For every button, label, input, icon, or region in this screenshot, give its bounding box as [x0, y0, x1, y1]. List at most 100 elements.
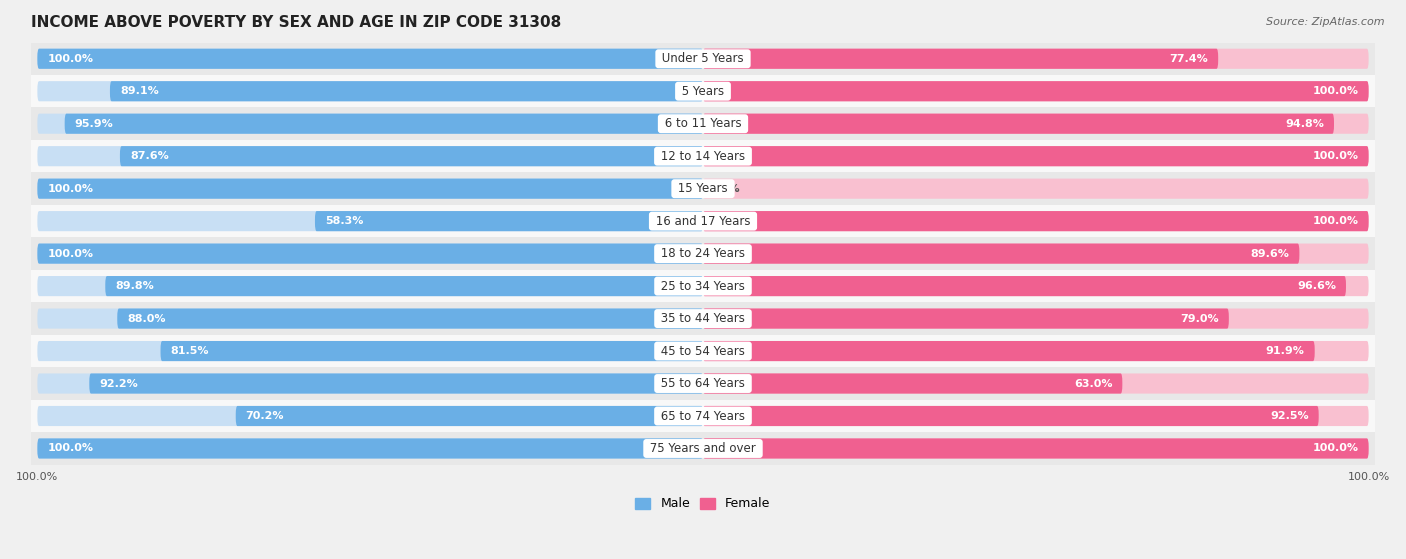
FancyBboxPatch shape	[703, 341, 1368, 361]
FancyBboxPatch shape	[117, 309, 703, 329]
Bar	[31, 238, 1375, 270]
Text: 100.0%: 100.0%	[1313, 216, 1358, 226]
FancyBboxPatch shape	[38, 276, 703, 296]
FancyBboxPatch shape	[703, 309, 1229, 329]
Text: 6 to 11 Years: 6 to 11 Years	[661, 117, 745, 130]
Text: 100.0%: 100.0%	[48, 54, 93, 64]
FancyBboxPatch shape	[703, 406, 1319, 426]
Text: 96.6%: 96.6%	[1296, 281, 1336, 291]
Text: 55 to 64 Years: 55 to 64 Years	[657, 377, 749, 390]
Text: 81.5%: 81.5%	[170, 346, 209, 356]
Bar	[31, 107, 1375, 140]
FancyBboxPatch shape	[38, 146, 703, 166]
Bar	[31, 432, 1375, 465]
FancyBboxPatch shape	[703, 178, 1368, 199]
Text: 88.0%: 88.0%	[128, 314, 166, 324]
FancyBboxPatch shape	[38, 178, 703, 199]
FancyBboxPatch shape	[703, 276, 1368, 296]
Text: 15 Years: 15 Years	[675, 182, 731, 195]
FancyBboxPatch shape	[315, 211, 703, 231]
FancyBboxPatch shape	[703, 373, 1122, 394]
FancyBboxPatch shape	[160, 341, 703, 361]
FancyBboxPatch shape	[38, 438, 703, 458]
Text: Source: ZipAtlas.com: Source: ZipAtlas.com	[1267, 17, 1385, 27]
Text: 16 and 17 Years: 16 and 17 Years	[652, 215, 754, 228]
Bar	[31, 172, 1375, 205]
Text: 87.6%: 87.6%	[129, 151, 169, 161]
Bar	[31, 75, 1375, 107]
FancyBboxPatch shape	[703, 81, 1368, 101]
Text: 95.9%: 95.9%	[75, 119, 114, 129]
Text: 75 Years and over: 75 Years and over	[647, 442, 759, 455]
FancyBboxPatch shape	[38, 341, 703, 361]
FancyBboxPatch shape	[110, 81, 703, 101]
FancyBboxPatch shape	[703, 146, 1368, 166]
Text: 12 to 14 Years: 12 to 14 Years	[657, 150, 749, 163]
FancyBboxPatch shape	[703, 146, 1368, 166]
FancyBboxPatch shape	[703, 49, 1368, 69]
FancyBboxPatch shape	[703, 49, 1218, 69]
Text: 91.9%: 91.9%	[1265, 346, 1305, 356]
Bar	[31, 302, 1375, 335]
Text: 65 to 74 Years: 65 to 74 Years	[657, 410, 749, 423]
Text: 100.0%: 100.0%	[48, 249, 93, 259]
Text: 5 Years: 5 Years	[678, 85, 728, 98]
FancyBboxPatch shape	[703, 341, 1315, 361]
FancyBboxPatch shape	[65, 113, 703, 134]
Bar	[31, 367, 1375, 400]
Text: 100.0%: 100.0%	[1313, 86, 1358, 96]
FancyBboxPatch shape	[38, 113, 703, 134]
FancyBboxPatch shape	[38, 49, 703, 69]
FancyBboxPatch shape	[38, 244, 703, 264]
Text: 58.3%: 58.3%	[325, 216, 363, 226]
FancyBboxPatch shape	[703, 438, 1368, 458]
Bar	[31, 205, 1375, 238]
Bar	[31, 140, 1375, 172]
Text: 35 to 44 Years: 35 to 44 Years	[657, 312, 749, 325]
FancyBboxPatch shape	[38, 178, 703, 199]
Text: 77.4%: 77.4%	[1170, 54, 1208, 64]
FancyBboxPatch shape	[703, 276, 1346, 296]
Text: 100.0%: 100.0%	[48, 443, 93, 453]
FancyBboxPatch shape	[38, 211, 703, 231]
FancyBboxPatch shape	[105, 276, 703, 296]
FancyBboxPatch shape	[38, 373, 703, 394]
Text: Under 5 Years: Under 5 Years	[658, 52, 748, 65]
Legend: Male, Female: Male, Female	[630, 492, 776, 515]
Text: 89.8%: 89.8%	[115, 281, 155, 291]
Text: 18 to 24 Years: 18 to 24 Years	[657, 247, 749, 260]
Text: 63.0%: 63.0%	[1074, 378, 1112, 389]
Bar	[31, 270, 1375, 302]
FancyBboxPatch shape	[703, 81, 1368, 101]
Text: 100.0%: 100.0%	[48, 184, 93, 193]
Text: 89.1%: 89.1%	[120, 86, 159, 96]
FancyBboxPatch shape	[38, 244, 703, 264]
FancyBboxPatch shape	[703, 113, 1368, 134]
Text: 79.0%: 79.0%	[1180, 314, 1219, 324]
Text: 45 to 54 Years: 45 to 54 Years	[657, 344, 749, 358]
Text: 25 to 34 Years: 25 to 34 Years	[657, 280, 749, 292]
FancyBboxPatch shape	[236, 406, 703, 426]
FancyBboxPatch shape	[90, 373, 703, 394]
FancyBboxPatch shape	[703, 211, 1368, 231]
FancyBboxPatch shape	[703, 244, 1368, 264]
FancyBboxPatch shape	[703, 373, 1368, 394]
FancyBboxPatch shape	[38, 438, 703, 458]
Text: 94.8%: 94.8%	[1285, 119, 1324, 129]
FancyBboxPatch shape	[703, 113, 1334, 134]
Text: 100.0%: 100.0%	[1313, 151, 1358, 161]
FancyBboxPatch shape	[38, 49, 703, 69]
FancyBboxPatch shape	[38, 309, 703, 329]
Bar	[31, 400, 1375, 432]
Text: 92.2%: 92.2%	[100, 378, 138, 389]
Text: 100.0%: 100.0%	[1313, 443, 1358, 453]
FancyBboxPatch shape	[703, 211, 1368, 231]
FancyBboxPatch shape	[38, 406, 703, 426]
FancyBboxPatch shape	[38, 81, 703, 101]
FancyBboxPatch shape	[703, 438, 1368, 458]
FancyBboxPatch shape	[703, 244, 1299, 264]
Text: INCOME ABOVE POVERTY BY SEX AND AGE IN ZIP CODE 31308: INCOME ABOVE POVERTY BY SEX AND AGE IN Z…	[31, 15, 561, 30]
Text: 89.6%: 89.6%	[1250, 249, 1289, 259]
FancyBboxPatch shape	[703, 406, 1368, 426]
Bar	[31, 42, 1375, 75]
